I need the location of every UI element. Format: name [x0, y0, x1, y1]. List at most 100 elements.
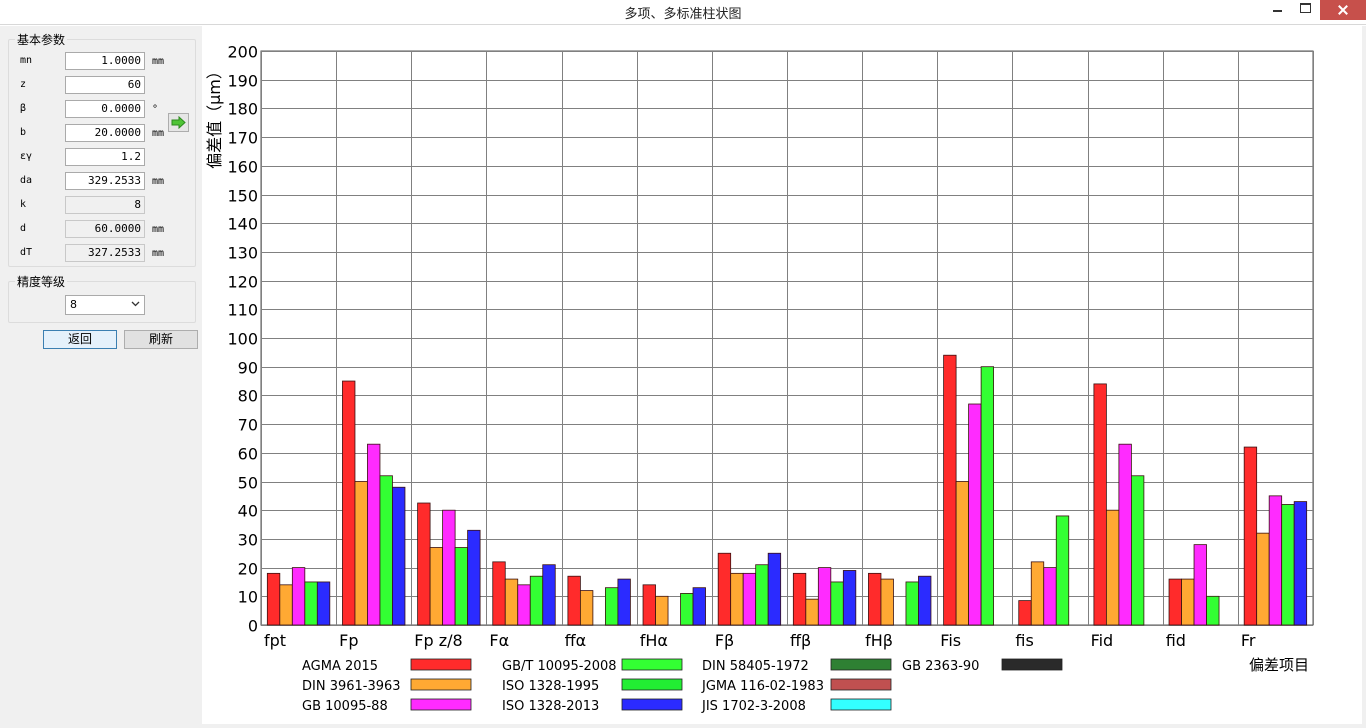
bar-din-3961-3963-8	[880, 578, 894, 626]
bar-gb-10095-88-9	[968, 403, 982, 626]
bar-gb-10095-88-2	[442, 509, 456, 626]
bar-gb-t-10095-2008-6	[755, 564, 769, 626]
close-button[interactable]	[1320, 0, 1366, 20]
bar-gb-t-10095-2008-10	[1055, 515, 1070, 626]
y-tick-label: 170	[227, 129, 258, 148]
k-readonly-field: 8	[65, 196, 145, 214]
param-row-beta: β 0.0000 °	[9, 100, 195, 120]
bar-gb-10095-88-12	[1193, 544, 1207, 626]
legend-label: DIN 58405-1972	[702, 659, 809, 674]
y-tick-label: 120	[227, 273, 258, 292]
bar-gb-t-10095-2008-3	[529, 575, 544, 626]
legend-swatch	[410, 698, 472, 711]
y-tick-label: 160	[227, 158, 258, 177]
bar-agma-2015-4	[567, 575, 581, 626]
bar-gb-t-10095-2008-5	[680, 593, 694, 626]
bar-gb-10095-88-3	[517, 584, 531, 626]
y-tick-label: 150	[227, 187, 258, 206]
arrow-right-icon	[171, 116, 186, 129]
bar-din-3961-3963-12	[1181, 578, 1195, 626]
back-button[interactable]: 返回	[43, 330, 117, 349]
bar-iso-1328-2013-6	[767, 552, 782, 626]
minimize-button[interactable]	[1264, 0, 1290, 20]
x-tick-label: ffα	[565, 631, 587, 650]
param-label: d	[20, 223, 27, 234]
y-tick-label: 140	[227, 215, 258, 234]
mn-input[interactable]: 1.0000	[65, 52, 145, 70]
window-edge	[202, 724, 1366, 728]
param-label: mn	[20, 55, 33, 66]
y-tick-label: 20	[238, 560, 258, 579]
bar-din-3961-3963-5	[655, 595, 669, 626]
param-row-b: b 20.0000 mm	[9, 124, 195, 144]
y-tick-label: 190	[227, 72, 258, 91]
param-unit: mm	[152, 128, 165, 139]
param-label: εγ	[20, 151, 33, 162]
b-input[interactable]: 20.0000	[65, 124, 145, 142]
legend-label: AGMA 2015	[302, 659, 378, 674]
legend-label: GB 10095-88	[302, 699, 388, 714]
bar-iso-1328-2013-13	[1293, 501, 1308, 626]
bar-agma-2015-11	[1093, 383, 1107, 626]
param-row-dT: dT 327.2533 mm	[9, 244, 195, 264]
y-tick-label: 180	[227, 100, 258, 119]
legend-swatch	[1001, 658, 1063, 671]
x-tick-label: fis	[1015, 631, 1033, 650]
param-row-mn: mn 1.0000 mm	[9, 52, 195, 72]
bar-din-3961-3963-6	[730, 572, 744, 626]
beta-input[interactable]: 0.0000	[65, 100, 145, 118]
y-tick-label: 100	[227, 330, 258, 349]
bar-gb-t-10095-2008-12	[1206, 595, 1220, 626]
x-tick-label: Fp z/8	[414, 631, 462, 650]
basic-params-title: 基本参数	[15, 31, 68, 48]
y-tick-label: 50	[238, 474, 258, 493]
param-unit: mm	[152, 224, 165, 235]
refresh-button[interactable]: 刷新	[124, 330, 198, 349]
bar-iso-1328-2013-2	[467, 529, 481, 626]
param-row-k: k 8	[9, 196, 195, 216]
legend-swatch	[410, 678, 472, 691]
bar-din-3961-3963-4	[579, 590, 594, 626]
x-tick-label: Fα	[489, 631, 509, 650]
param-row-epsilon: εγ 1.2	[9, 148, 195, 168]
z-input[interactable]: 60	[65, 76, 145, 94]
da-input[interactable]: 329.2533	[65, 172, 145, 190]
bar-agma-2015-7	[792, 572, 807, 626]
param-label: b	[20, 127, 27, 138]
x-tick-label: fid	[1166, 631, 1186, 650]
bar-gb-t-10095-2008-8	[905, 581, 919, 626]
chevron-down-icon	[131, 301, 140, 307]
legend-swatch	[621, 678, 683, 691]
bar-din-3961-3963-1	[354, 481, 368, 626]
y-tick-label: 200	[227, 43, 258, 62]
param-label: dT	[20, 247, 33, 258]
basic-params-group: 基本参数 mn 1.0000 mm z 60 β 0.0000 ° b 20.0…	[8, 31, 196, 267]
legend-label: ISO 1328-2013	[502, 699, 599, 714]
x-tick-label: Fp	[339, 631, 358, 650]
bar-agma-2015-6	[717, 552, 732, 626]
y-tick-label: 40	[238, 502, 258, 521]
x-tick-label: Fr	[1241, 631, 1256, 650]
legend-swatch	[621, 698, 683, 711]
bar-agma-2015-3	[492, 561, 506, 626]
x-axis-label: 偏差项目	[1249, 656, 1309, 674]
bar-series	[266, 354, 1308, 626]
bar-gb-t-10095-2008-7	[830, 581, 844, 626]
bar-agma-2015-10	[1018, 600, 1032, 626]
param-label: k	[20, 199, 27, 210]
y-tick-label: 10	[238, 588, 258, 607]
accuracy-grade-select[interactable]: 8	[65, 295, 145, 315]
epsilon-input[interactable]: 1.2	[65, 148, 145, 166]
axes: 0 10 20 30 40 50 60 70 80 90 100 110 120 130 140 150 160…	[205, 43, 1309, 675]
x-tick-label: fHα	[640, 631, 668, 650]
bar-din-3961-3963-10	[1030, 561, 1045, 626]
apply-beta-button[interactable]	[168, 113, 189, 132]
param-row-z: z 60	[9, 76, 195, 96]
maximize-button[interactable]	[1292, 0, 1318, 20]
bar-gb-t-10095-2008-11	[1130, 475, 1145, 626]
bar-gb-t-10095-2008-1	[379, 475, 393, 626]
bar-din-3961-3963-11	[1105, 509, 1120, 626]
bar-gb-t-10095-2008-9	[980, 366, 995, 626]
bar-gb-t-10095-2008-4	[604, 587, 619, 626]
bar-agma-2015-5	[642, 584, 656, 626]
